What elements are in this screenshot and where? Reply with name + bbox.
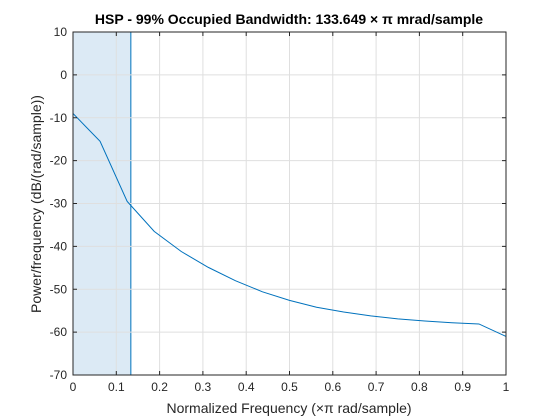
data-point: [478, 323, 479, 324]
x-tick-label: 0.8: [411, 380, 428, 394]
y-tick-label: -30: [50, 197, 68, 211]
data-point: [316, 307, 317, 308]
data-point: [154, 231, 155, 232]
x-axis-label: Normalized Frequency (×π rad/sample): [166, 400, 411, 416]
y-tick-label: 0: [60, 68, 67, 82]
x-tick-label: 0.1: [108, 380, 125, 394]
y-tick-label: -60: [50, 325, 68, 339]
y-tick-label: -70: [50, 368, 68, 382]
axes-frame: [72, 31, 507, 376]
x-tick-label: 0.6: [324, 380, 341, 394]
y-tick-label: -20: [50, 154, 68, 168]
x-tick-label: 0.4: [238, 380, 255, 394]
data-point: [208, 267, 209, 268]
y-tick-label: -50: [50, 282, 68, 296]
chart-title: HSP - 99% Occupied Bandwidth: 133.649 × …: [95, 11, 483, 27]
data-point: [424, 320, 425, 321]
y-tick-label: -40: [50, 239, 68, 253]
data-point: [370, 315, 371, 316]
data-point: [262, 291, 263, 292]
x-tick-label: 0: [70, 380, 77, 394]
data-point: [397, 318, 398, 319]
x-tick-label: 1: [503, 380, 510, 394]
y-axis-label: Power/frequency (dB/(rad/sample)): [28, 95, 44, 313]
y-tick-labels: 10 0 -10 -20 -30 -40 -50 -60 -70: [50, 25, 68, 382]
grid-lines: [72, 31, 507, 376]
y-tick-label: 10: [54, 25, 68, 39]
data-point: [127, 201, 128, 202]
data-point: [235, 280, 236, 281]
x-tick-label: 0.5: [281, 380, 298, 394]
series-line-0: [72, 113, 507, 337]
x-tick-label: 0.2: [151, 380, 168, 394]
x-tick-labels: 0 0.1 0.2 0.3 0.4 0.5 0.6 0.7 0.8 0.9 1: [70, 380, 510, 394]
data-point: [289, 300, 290, 301]
y-tick-label: -10: [50, 111, 68, 125]
data-point: [343, 311, 344, 312]
data-point: [451, 322, 452, 323]
x-tick-label: 0.9: [454, 380, 471, 394]
data-point: [99, 141, 100, 142]
x-tick-label: 0.3: [195, 380, 212, 394]
x-tick-label: 0.7: [368, 380, 385, 394]
data-point: [181, 251, 182, 252]
series-layer: [72, 113, 507, 337]
